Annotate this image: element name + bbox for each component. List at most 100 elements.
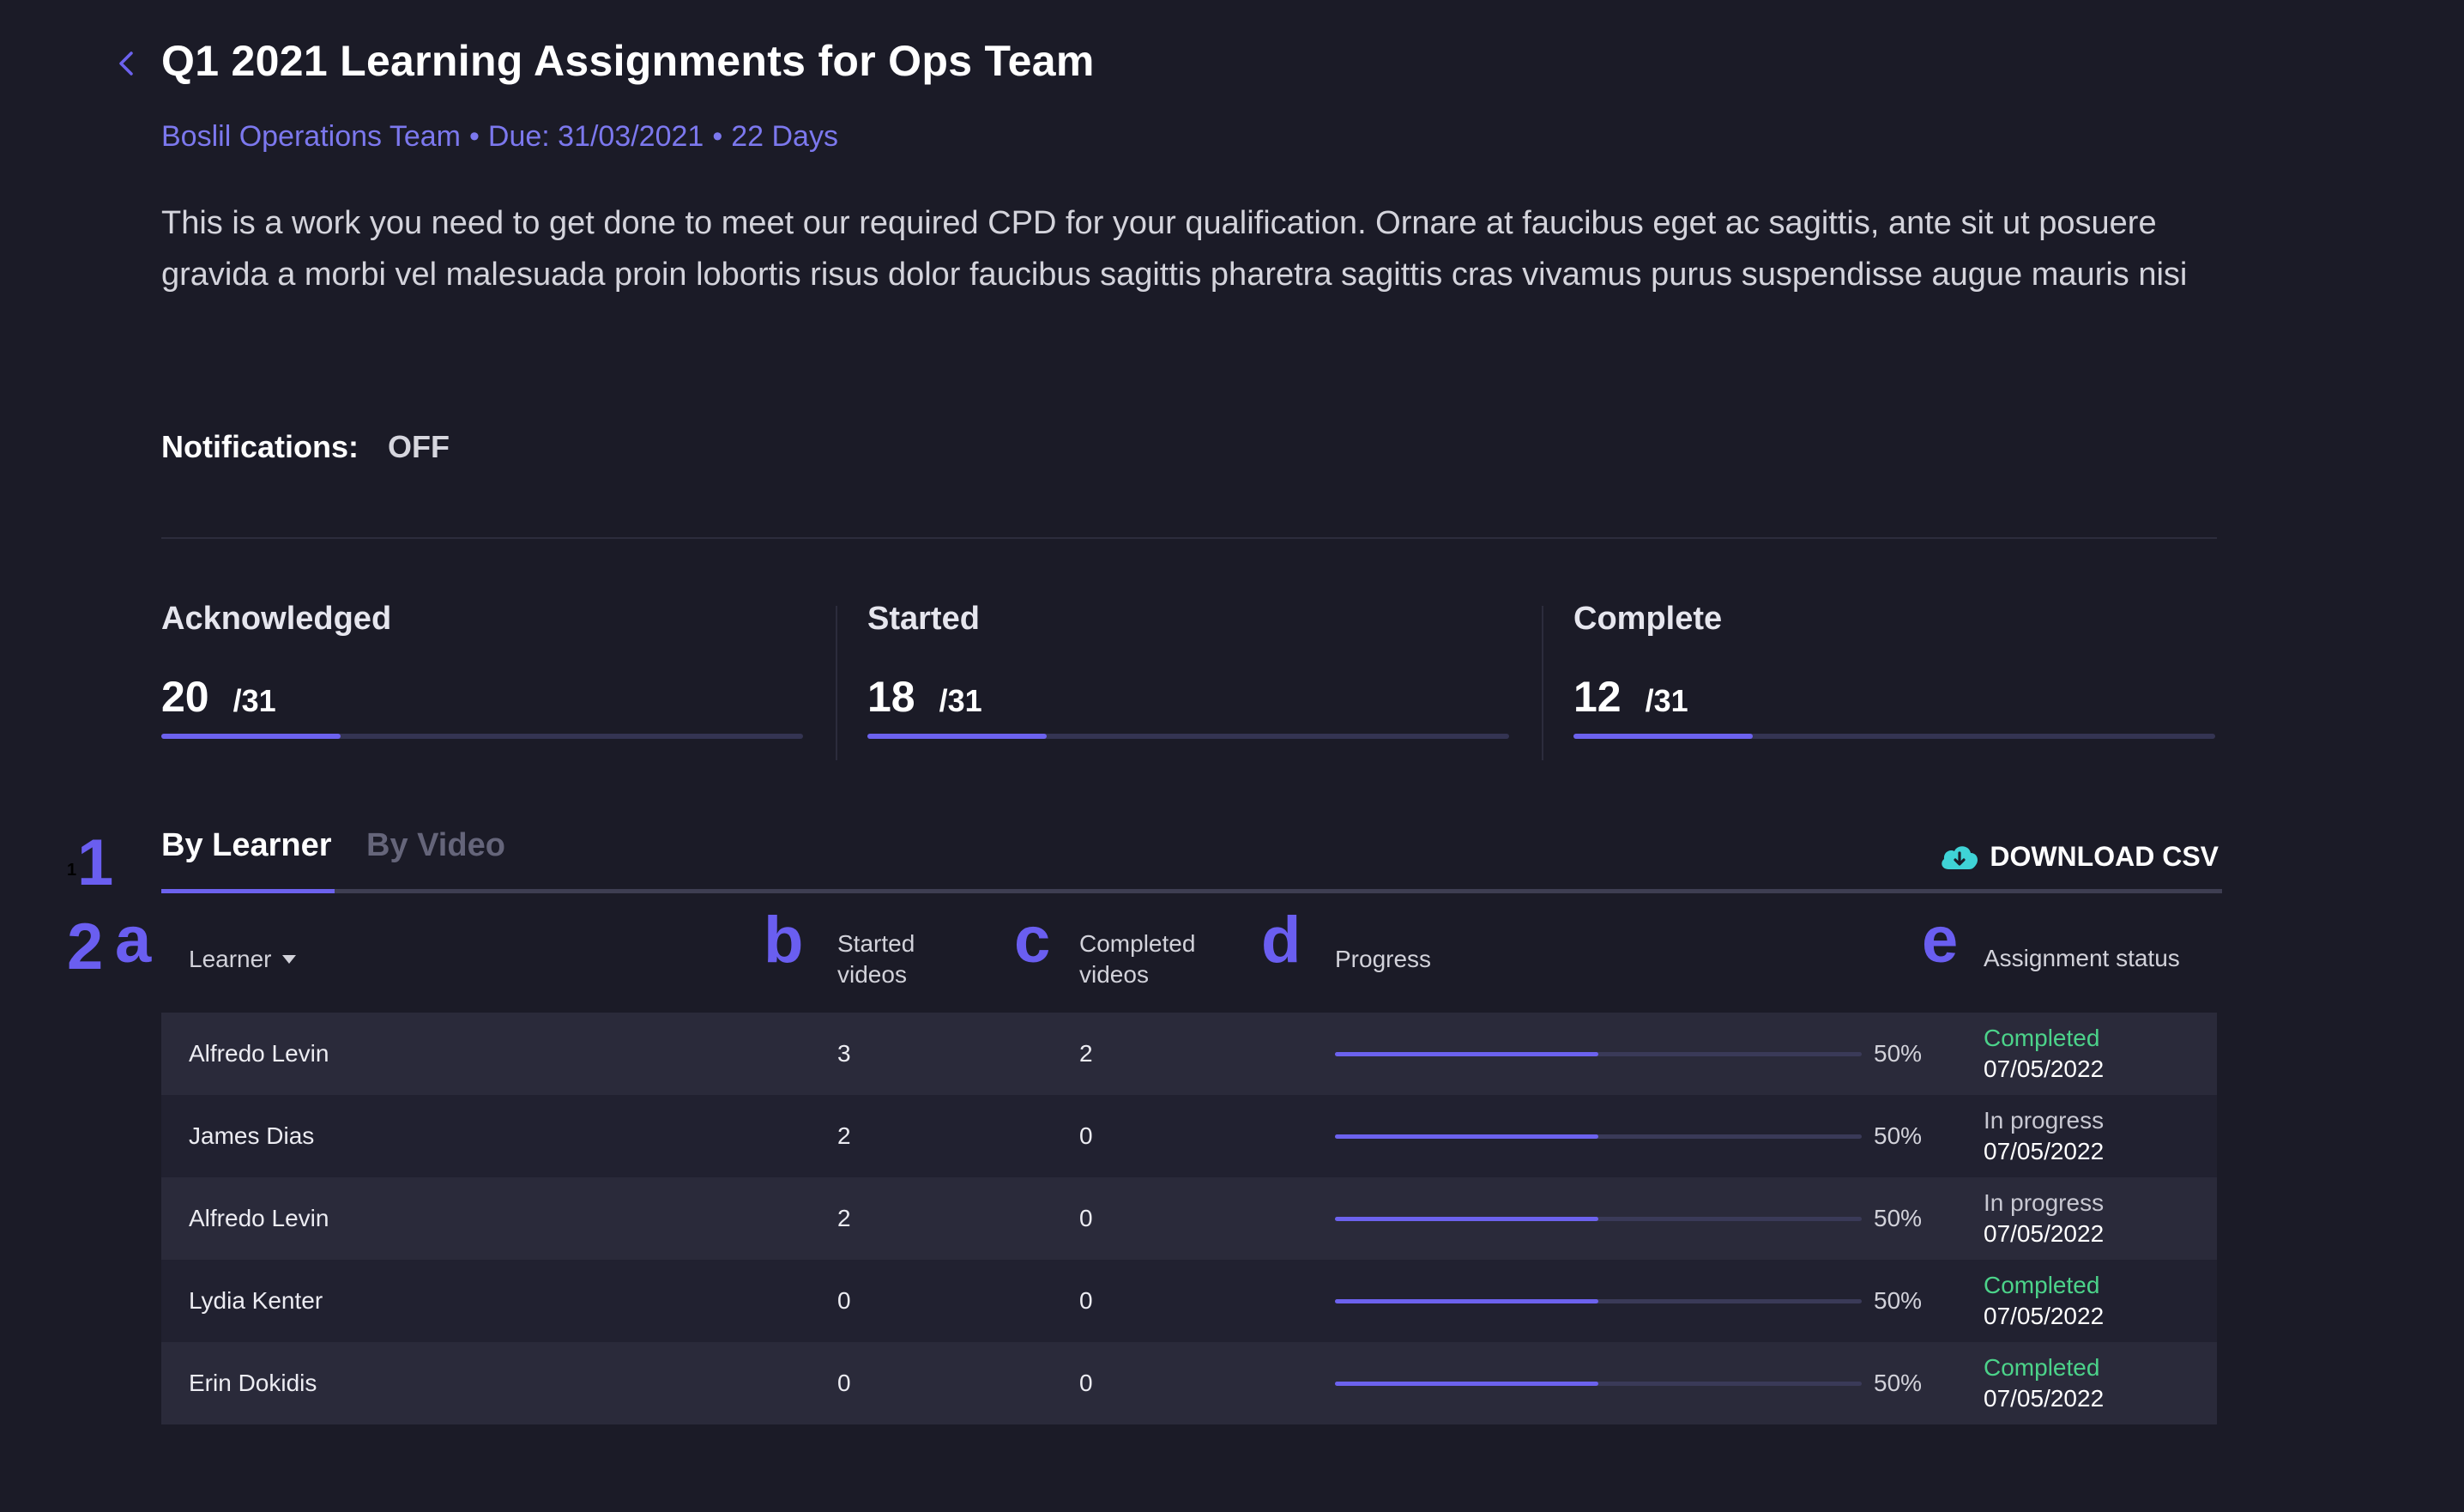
stat-total: /31 <box>939 683 982 718</box>
table-row[interactable]: Erin Dokidis 0 0 50% Completed 07/05/202… <box>161 1342 2217 1424</box>
assignment-status: In progress 07/05/2022 <box>1984 1095 2104 1177</box>
status-badge: Completed <box>1984 1272 2100 1298</box>
team-name[interactable]: Boslil Operations Team <box>161 120 461 153</box>
progress-fill <box>1335 1298 1598 1303</box>
status-badge: In progress <box>1984 1107 2105 1134</box>
annotation-1: 1 <box>77 826 114 899</box>
stat-progress-bar <box>867 734 1509 739</box>
stat-progress-fill <box>161 734 341 739</box>
progress-fill <box>1335 1051 1598 1056</box>
stat-current: 12 <box>1573 673 1622 721</box>
table-row[interactable]: James Dias 2 0 50% In progress 07/05/202… <box>161 1095 2217 1177</box>
download-csv-label: DOWNLOAD CSV <box>1990 841 2219 872</box>
stat-progress-fill <box>867 734 1048 739</box>
progress-cell <box>1335 1177 1862 1260</box>
stat-total: /31 <box>1645 683 1688 718</box>
stat-label: Started <box>867 601 980 637</box>
progress-cell <box>1335 1095 1862 1177</box>
assignment-status: Completed 07/05/2022 <box>1984 1260 2104 1342</box>
progress-bar <box>1335 1216 1862 1221</box>
annotation-e: e <box>1922 904 1959 977</box>
stat-started: Started 18/31 <box>867 601 1511 739</box>
annotation-a: a <box>115 904 152 977</box>
completed-header-line1: Completed <box>1079 930 1196 957</box>
progress-bar <box>1335 1051 1862 1056</box>
tab-by-video[interactable]: By Video <box>366 827 505 863</box>
assignment-meta: Boslil Operations Team • Due: 31/03/2021 • 2… <box>161 120 838 154</box>
completed-videos-value: 0 <box>1079 1287 1093 1314</box>
stat-separator <box>836 606 837 760</box>
download-csv-button[interactable]: DOWNLOAD CSV <box>1938 841 2219 873</box>
learner-name: James Dias <box>189 1122 315 1149</box>
table-row[interactable]: Alfredo Levin 2 0 50% In progress 07/05/… <box>161 1177 2217 1260</box>
stat-current: 18 <box>867 673 915 721</box>
progress-percent: 50% <box>1874 1122 1923 1149</box>
table-row[interactable]: Alfredo Levin 3 2 50% Completed 07/05/20… <box>161 1013 2217 1095</box>
annotation-c: c <box>1014 904 1051 977</box>
stat-complete: Complete 12/31 <box>1573 601 2217 739</box>
status-date: 07/05/2022 <box>1984 1055 2105 1082</box>
learner-name: Alfredo Levin <box>189 1040 329 1067</box>
sort-caret-icon <box>281 955 296 964</box>
annotation-small-1: 1 <box>67 861 77 880</box>
progress-fill <box>1335 1216 1598 1221</box>
started-videos-value: 3 <box>837 1040 851 1067</box>
started-header-line1: Started <box>837 930 915 957</box>
active-tab-indicator <box>161 889 335 893</box>
status-date: 07/05/2022 <box>1984 1385 2105 1412</box>
stat-total: /31 <box>233 683 276 718</box>
stat-progress-bar <box>1573 734 2215 739</box>
progress-fill <box>1335 1381 1598 1386</box>
stat-separator <box>1542 606 1543 760</box>
annotation-2: 2 <box>67 910 104 983</box>
started-videos-header: Started videos <box>837 928 915 990</box>
progress-bar <box>1335 1298 1862 1303</box>
started-videos-value: 2 <box>837 1205 851 1231</box>
status-badge: Completed <box>1984 1025 2100 1051</box>
progress-bar <box>1335 1134 1862 1139</box>
annotation-d: d <box>1261 904 1301 977</box>
stat-current: 20 <box>161 673 209 721</box>
progress-percent: 50% <box>1874 1205 1923 1231</box>
table-row[interactable]: Lydia Kenter 0 0 50% Completed 07/05/202… <box>161 1260 2217 1342</box>
progress-header: Progress <box>1335 946 1432 972</box>
section-divider <box>161 537 2217 539</box>
status-date: 07/05/2022 <box>1984 1138 2105 1164</box>
learner-name: Alfredo Levin <box>189 1205 329 1231</box>
completed-videos-header: Completed videos <box>1079 928 1195 990</box>
status-badge: Completed <box>1984 1354 2100 1381</box>
notifications-value[interactable]: OFF <box>388 429 450 464</box>
completed-header-line2: videos <box>1079 961 1149 988</box>
notifications-label: Notifications: <box>161 429 359 464</box>
completed-videos-value: 2 <box>1079 1040 1093 1067</box>
progress-percent: 50% <box>1874 1287 1923 1314</box>
annotation-b: b <box>764 904 804 977</box>
started-header-line2: videos <box>837 961 907 988</box>
notifications-setting: Notifications: OFF <box>161 429 450 465</box>
started-videos-value: 0 <box>837 1287 851 1314</box>
progress-cell <box>1335 1342 1862 1424</box>
progress-fill <box>1335 1134 1598 1139</box>
back-chevron-icon[interactable] <box>112 48 142 79</box>
progress-percent: 50% <box>1874 1370 1923 1396</box>
learner-column-header[interactable]: Learner <box>189 944 296 975</box>
learner-name: Lydia Kenter <box>189 1287 323 1314</box>
assignment-status: Completed 07/05/2022 <box>1984 1342 2104 1424</box>
completed-videos-value: 0 <box>1079 1370 1093 1396</box>
learners-table: Alfredo Levin 3 2 50% Completed 07/05/20… <box>161 1013 2217 1424</box>
page-title: Q1 2021 Learning Assignments for Ops Tea… <box>161 37 1095 85</box>
meta-separator: • <box>468 120 480 153</box>
meta-separator: • <box>712 120 723 153</box>
started-videos-value: 2 <box>837 1122 851 1149</box>
days-remaining: 22 Days <box>731 120 838 153</box>
assignment-status-header: Assignment status <box>1984 945 2180 971</box>
progress-percent: 50% <box>1874 1040 1923 1067</box>
stat-progress-fill <box>1573 734 1754 739</box>
learner-name: Erin Dokidis <box>189 1370 317 1396</box>
stat-label: Acknowledged <box>161 601 392 637</box>
tab-by-learner[interactable]: By Learner <box>161 827 332 863</box>
assignment-status: In progress 07/05/2022 <box>1984 1177 2104 1260</box>
stat-label: Complete <box>1573 601 1723 637</box>
due-date: Due: 31/03/2021 <box>487 120 704 153</box>
started-videos-value: 0 <box>837 1370 851 1396</box>
